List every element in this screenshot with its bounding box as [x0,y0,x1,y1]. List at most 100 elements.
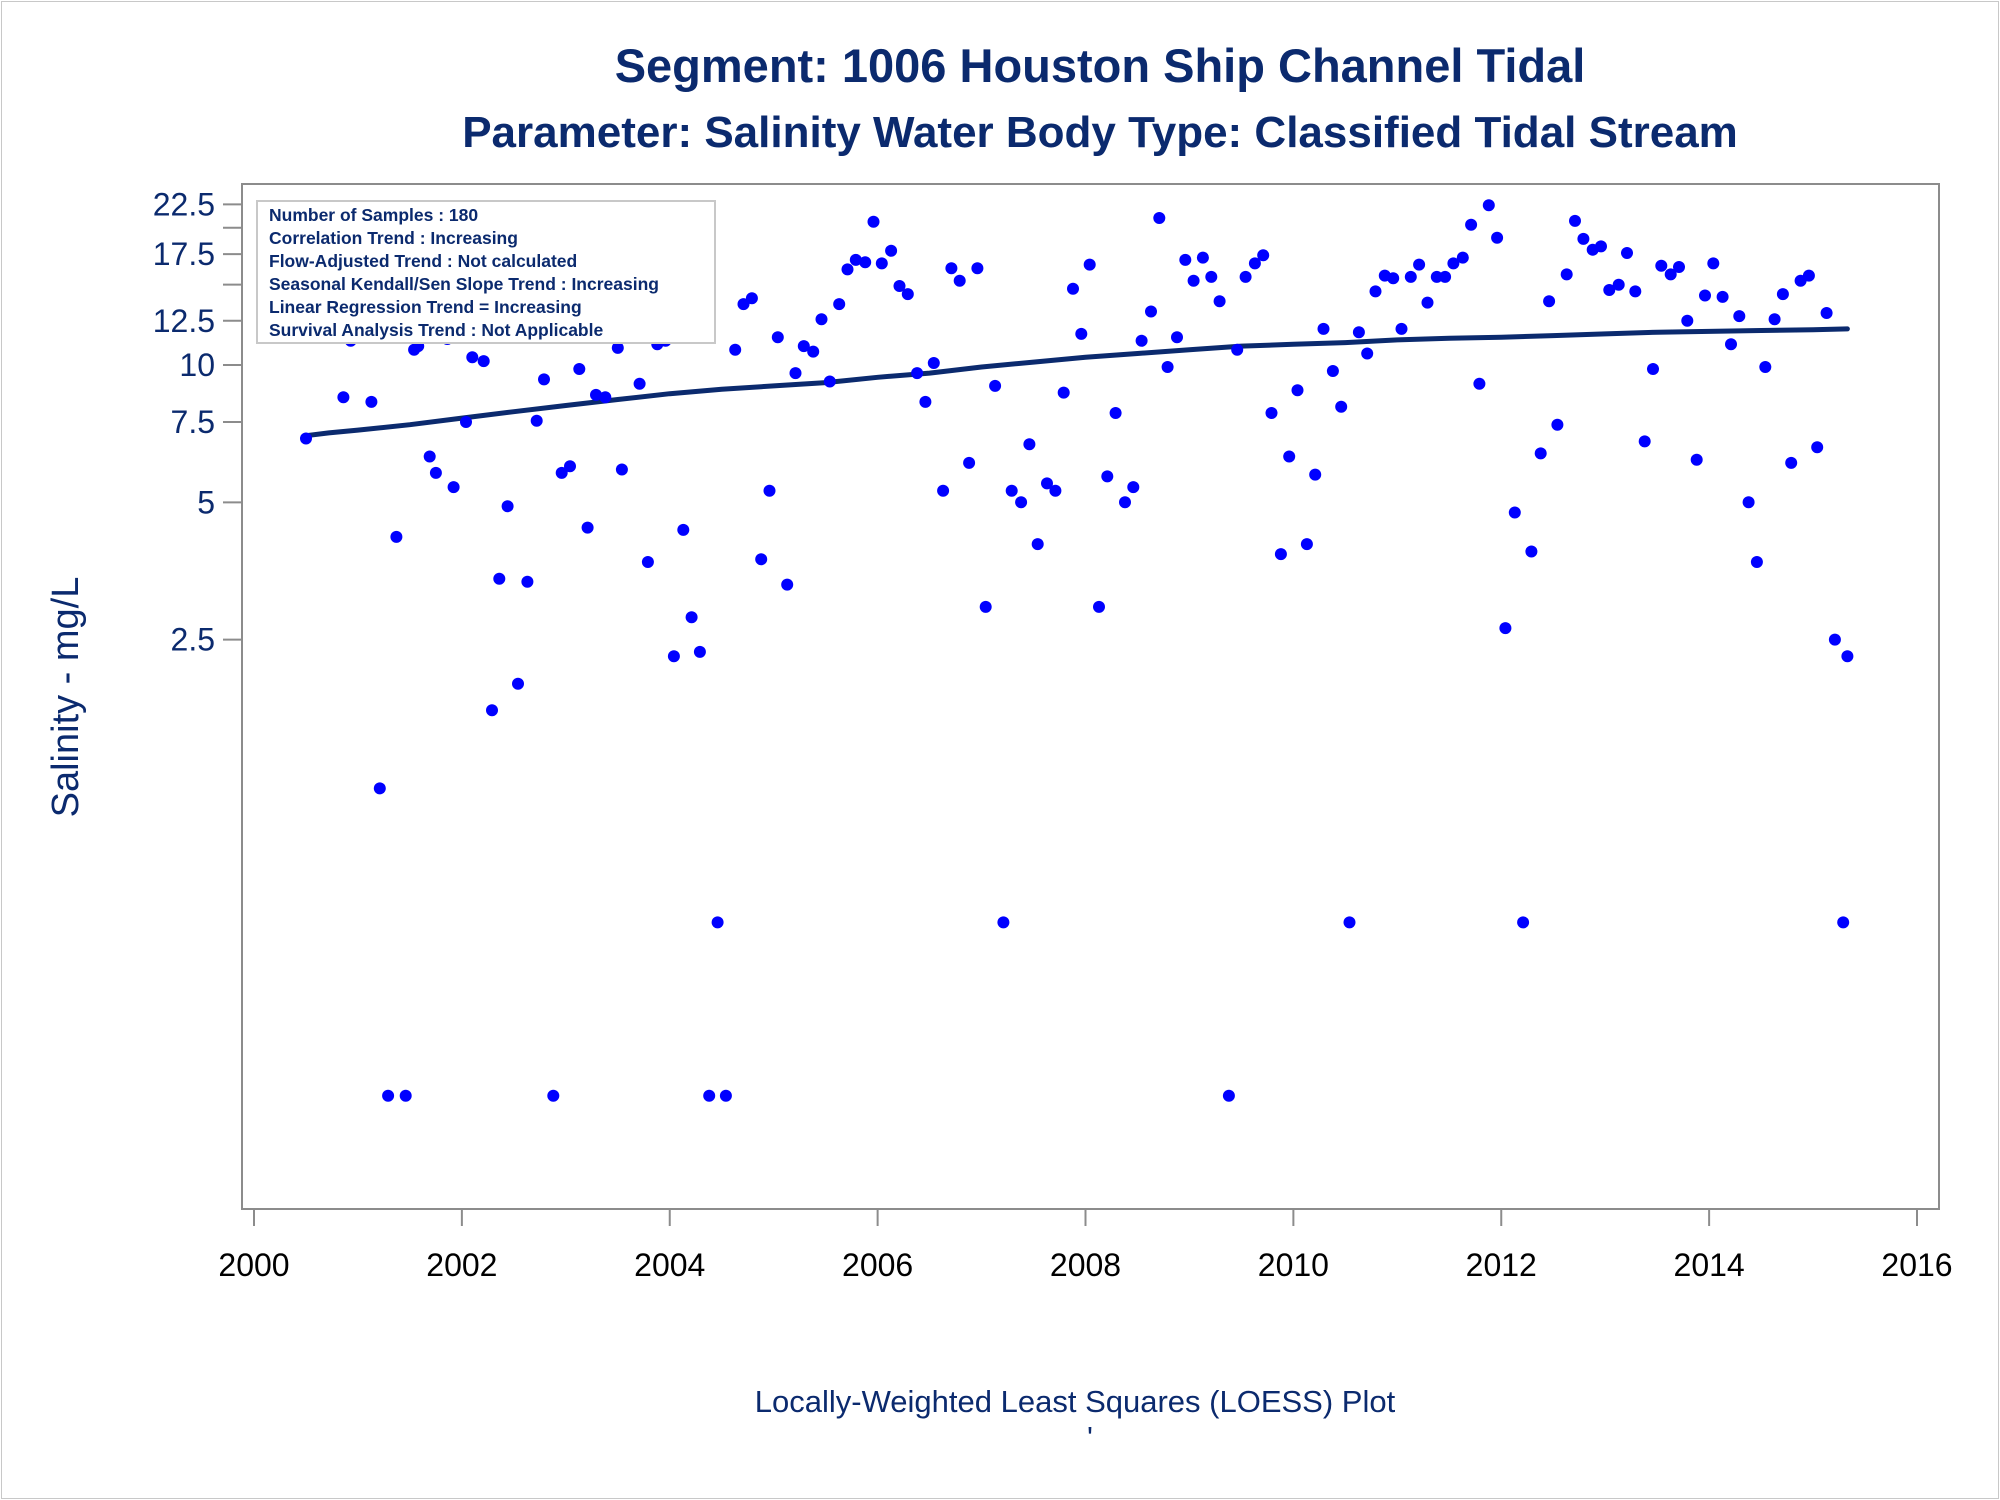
data-point [547,1089,560,1102]
data-point [390,530,403,543]
data-point [1491,231,1504,244]
data-point [1707,257,1720,270]
data-point [875,257,888,270]
data-point [1222,1089,1235,1102]
data-point [849,253,862,266]
data-point [1508,506,1521,519]
data-point [1629,285,1642,298]
data-point [737,298,750,311]
data-point [1811,441,1824,454]
y-tick-label: 10 [179,347,215,383]
y-tick-label: 5 [197,484,215,520]
data-point [1543,295,1556,308]
data-point [1317,322,1330,335]
data-point [1413,258,1426,271]
data-point [781,578,794,591]
data-point [573,363,586,375]
y-tick-label: 22.5 [153,186,215,222]
inset-line-flow-adjusted: Flow-Adjusted Trend : Not calculated [269,251,577,271]
data-point [493,572,506,585]
data-point [1733,310,1746,323]
y-tick-label: 17.5 [153,236,215,272]
data-point [1517,916,1530,929]
data-point [1274,548,1287,561]
data-point [1196,251,1209,264]
data-point [1473,377,1486,390]
data-point [1638,435,1651,448]
loess-line [303,326,1850,439]
data-point [1093,600,1105,613]
data-point [1569,214,1581,227]
y-axis-label: Salinity - mg/L [45,577,87,818]
data-point [1239,270,1252,283]
data-point [1326,365,1339,377]
data-point [1750,556,1763,568]
data-point [1647,363,1659,375]
data-point [1439,270,1452,283]
data-point [447,481,460,494]
data-point [477,355,490,368]
data-point [1577,232,1590,245]
data-point [1690,453,1703,466]
inset-line-seasonal-kendall: Seasonal Kendall/Sen Slope Trend : Incre… [269,274,659,294]
data-point [1664,268,1677,281]
data-point [1603,284,1616,296]
inset-line-survival: Survival Analysis Trend : Not Applicable [269,320,603,340]
data-point [429,466,442,479]
data-point [1742,496,1755,509]
data-point [460,416,472,428]
data-point [833,298,846,311]
data-point [711,916,724,929]
y-tick-label: 7.5 [171,404,215,440]
footnote-mark: ' [1087,1420,1093,1455]
data-point [399,1089,412,1102]
data-point [1031,538,1044,551]
data-point [1171,331,1183,344]
x-tick-label: 2014 [1674,1247,1745,1283]
data-point [719,1089,732,1102]
data-point [1404,270,1417,283]
data-point [1109,407,1122,419]
data-point [1213,295,1226,308]
data-point [979,600,992,613]
data-point [1499,622,1512,635]
data-point [466,351,479,364]
data-point [823,375,836,388]
data-point [989,379,1002,392]
data-point [703,1089,716,1102]
data-point [807,345,820,358]
data-point [1716,290,1729,303]
data-point [1153,212,1166,224]
data-point [1179,253,1192,266]
data-point [771,331,784,344]
x-tick-label: 2004 [634,1247,705,1283]
data-point [963,456,976,469]
data-point [1595,240,1607,253]
data-point [1083,258,1096,271]
data-point [1335,400,1348,413]
data-point [797,340,810,353]
data-point [971,262,984,275]
data-point [590,388,602,401]
data-point [1785,456,1798,469]
data-point [1482,199,1495,212]
chart-marks [300,199,1854,1102]
x-tick-label: 2016 [1881,1247,1952,1283]
data-point [1119,496,1131,509]
data-point [1465,218,1478,231]
data-point [1041,477,1053,490]
data-point [1300,538,1313,551]
data-point [512,677,524,690]
data-point [1291,384,1304,397]
data-point [1655,259,1668,272]
data-point [615,463,628,476]
data-point [867,215,880,228]
chart-subtitle: Parameter: Salinity Water Body Type: Cla… [462,108,1738,157]
data-point [641,556,654,568]
data-point [685,611,698,624]
data-point [1421,296,1434,309]
data-point [1361,347,1374,360]
data-point [945,262,958,275]
